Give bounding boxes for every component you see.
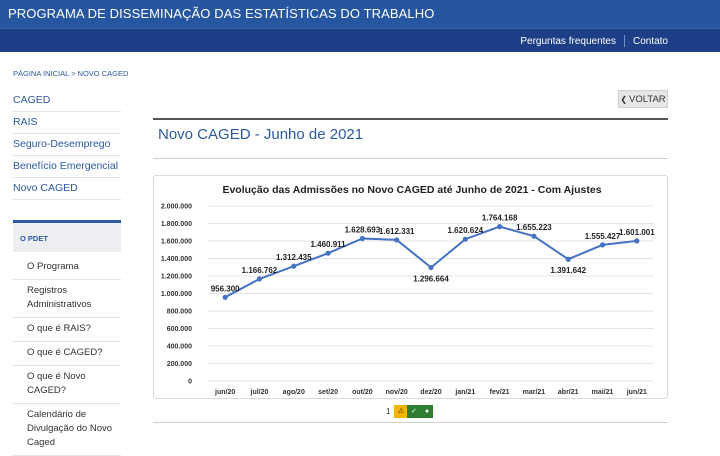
data-point [222, 294, 228, 300]
x-tick-label: jul/20 [250, 389, 269, 396]
data-point [565, 256, 571, 262]
dot-icon[interactable]: ● [420, 404, 434, 418]
data-point [359, 235, 365, 242]
y-tick-label: 400.000 [167, 344, 192, 351]
x-tick-label: mai/21 [592, 389, 614, 396]
sidebar-item-rais[interactable]: RAIS [13, 112, 121, 134]
sidebar-item-caged[interactable]: CAGED [13, 90, 121, 112]
y-tick-label: 1.000.000 [161, 291, 192, 298]
sidebar-item-o-que-e-caged[interactable]: O que é CAGED? [13, 342, 121, 366]
y-tick-label: 200.000 [167, 361, 192, 368]
x-tick-label: out/20 [352, 389, 373, 396]
x-tick-label: abr/21 [558, 389, 579, 396]
nav-bar: Perguntas frequentes Contato [0, 28, 720, 52]
data-point [256, 276, 263, 282]
data-label: 1.612.331 [379, 227, 415, 236]
nav-divider [623, 35, 625, 47]
y-tick-label: 1.600.000 [161, 239, 192, 246]
page-number[interactable]: 1 [386, 406, 391, 416]
data-label: 1.628.693 [345, 225, 381, 234]
site-title[interactable]: PROGRAMA DE DISSEMINAÇÃO DAS ESTATÍSTICA… [8, 6, 435, 21]
faq-link[interactable]: Perguntas frequentes [520, 35, 616, 47]
sidebar-item-novo-caged[interactable]: Novo CAGED [13, 178, 121, 200]
y-tick-label: 1.400.000 [161, 256, 192, 263]
back-button-label: VOLTAR [629, 93, 666, 105]
sidebar-item-registros-administrativos[interactable]: Registros Administrativos [13, 280, 121, 318]
sidebar-item-o-que-e-novo-caged[interactable]: O que é Novo CAGED? [13, 366, 121, 404]
y-tick-label: 800.000 [167, 309, 192, 316]
data-label: 956.300 [211, 284, 240, 293]
data-point [325, 250, 331, 256]
admissions-line-chart: Evolução das Admissões no Novo CAGED até… [161, 184, 655, 396]
contact-link[interactable]: Contato [632, 35, 668, 47]
y-tick-label: 1.200.000 [161, 274, 192, 281]
top-banner: PROGRAMA DE DISSEMINAÇÃO DAS ESTATÍSTICA… [0, 0, 720, 28]
x-tick-label: jun/20 [214, 389, 235, 396]
check-icon[interactable]: ✓ [407, 404, 421, 418]
sidebar-item-beneficio-emergencial[interactable]: Benefício Emergencial [13, 156, 121, 178]
x-tick-label: jun/21 [626, 389, 647, 396]
x-tick-label: set/20 [318, 389, 338, 396]
data-point [291, 263, 297, 269]
data-label: 1.655.223 [516, 223, 552, 232]
sidebar-item-calendario[interactable]: Calendário de Divulgação do Novo Caged [13, 404, 121, 456]
bottom-rule [153, 422, 668, 423]
sidebar-item-o-programa[interactable]: O Programa [13, 256, 121, 280]
data-point [462, 236, 468, 242]
data-label: 1.764.168 [482, 214, 518, 223]
breadcrumb[interactable]: PÁGINA INICIAL > NOVO CAGED [13, 69, 129, 78]
data-point [634, 238, 640, 244]
sidebar-section-title: O PDET [20, 234, 48, 243]
y-tick-label: 600.000 [167, 326, 192, 333]
x-tick-label: dez/20 [420, 389, 442, 396]
data-point [531, 233, 537, 239]
chart-x-axis: jun/20 jul/20 ago/20 set/20 out/20 nov/20 dez/… [214, 389, 647, 396]
sidebar: CAGED RAIS Seguro-Desemprego Benefício E… [13, 90, 121, 200]
y-tick-label: 2.000.000 [161, 204, 192, 211]
data-label: 1.166.762 [242, 266, 278, 275]
page-title: Novo CAGED - Junho de 2021 [158, 126, 364, 143]
chart-title: Evolução das Admissões no Novo CAGED até… [222, 184, 601, 196]
data-label: 1.312.435 [276, 253, 312, 262]
chevron-left-icon: ❮ [620, 94, 628, 104]
data-point [394, 237, 400, 243]
sidebar-item-seguro-desemprego[interactable]: Seguro-Desemprego [13, 134, 121, 156]
y-tick-label: 0 [188, 379, 192, 386]
chart-gridlines [208, 205, 654, 382]
data-label: 1.620.624 [448, 226, 484, 235]
x-tick-label: mar/21 [523, 389, 546, 396]
data-label: 1.296.664 [413, 275, 449, 284]
back-button[interactable]: ❮ VOLTAR [618, 90, 668, 108]
data-label: 1.555.427 [585, 232, 621, 241]
data-point [599, 242, 606, 248]
x-tick-label: jan/21 [454, 389, 475, 396]
data-label: 1.460.911 [310, 240, 346, 249]
y-tick-label: 1.800.000 [161, 221, 192, 228]
sidebar-item-o-que-e-rais[interactable]: O que é RAIS? [13, 318, 121, 342]
data-label: 1.601.001 [619, 228, 655, 237]
sidebar-section-list: O Programa Registros Administrativos O q… [13, 256, 121, 456]
chart-container: Evolução das Admissões no Novo CAGED até… [153, 175, 668, 399]
title-bottom-rule [153, 158, 668, 159]
warning-icon[interactable]: ⚠ [394, 404, 408, 418]
chart-y-axis: 0 200.000 400.000 600.000 800.000 1.000.000 1.… [161, 204, 192, 386]
x-tick-label: ago/20 [283, 389, 305, 396]
x-tick-label: nov/20 [386, 389, 408, 396]
x-tick-label: fev/21 [490, 389, 510, 396]
data-label: 1.391.642 [550, 266, 586, 275]
data-point [428, 264, 434, 271]
series-points [222, 224, 640, 300]
sidebar-section-header: O PDET [13, 220, 121, 252]
chart-pager: 1 ⚠ ✓ ● [386, 404, 434, 418]
title-top-rule [153, 118, 668, 120]
data-point [497, 224, 503, 230]
